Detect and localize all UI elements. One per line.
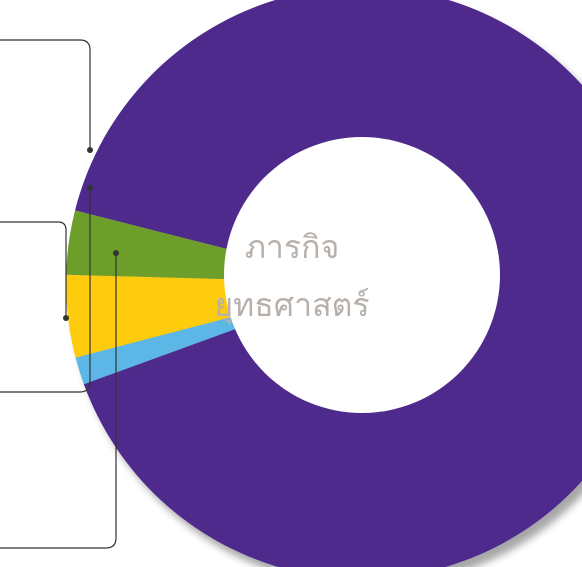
center-label-line-1: ภารกิจ [245,228,339,266]
callout-lines [0,39,119,549]
callout-line-blue [0,39,91,150]
callout-dot-purple [63,315,69,321]
callout-line-yellow [0,188,91,393]
center-label-line-2: ยุทธศาสตร์ [214,286,369,325]
donut-slice-3 [75,0,582,567]
callout-dot-yellow [87,185,93,191]
callout-line-green [0,253,117,549]
donut-slices [66,0,582,567]
callout-dot-blue [87,147,93,153]
callout-line-purple [0,221,67,318]
callout-dot-green [113,250,119,256]
donut-hole [224,137,500,413]
